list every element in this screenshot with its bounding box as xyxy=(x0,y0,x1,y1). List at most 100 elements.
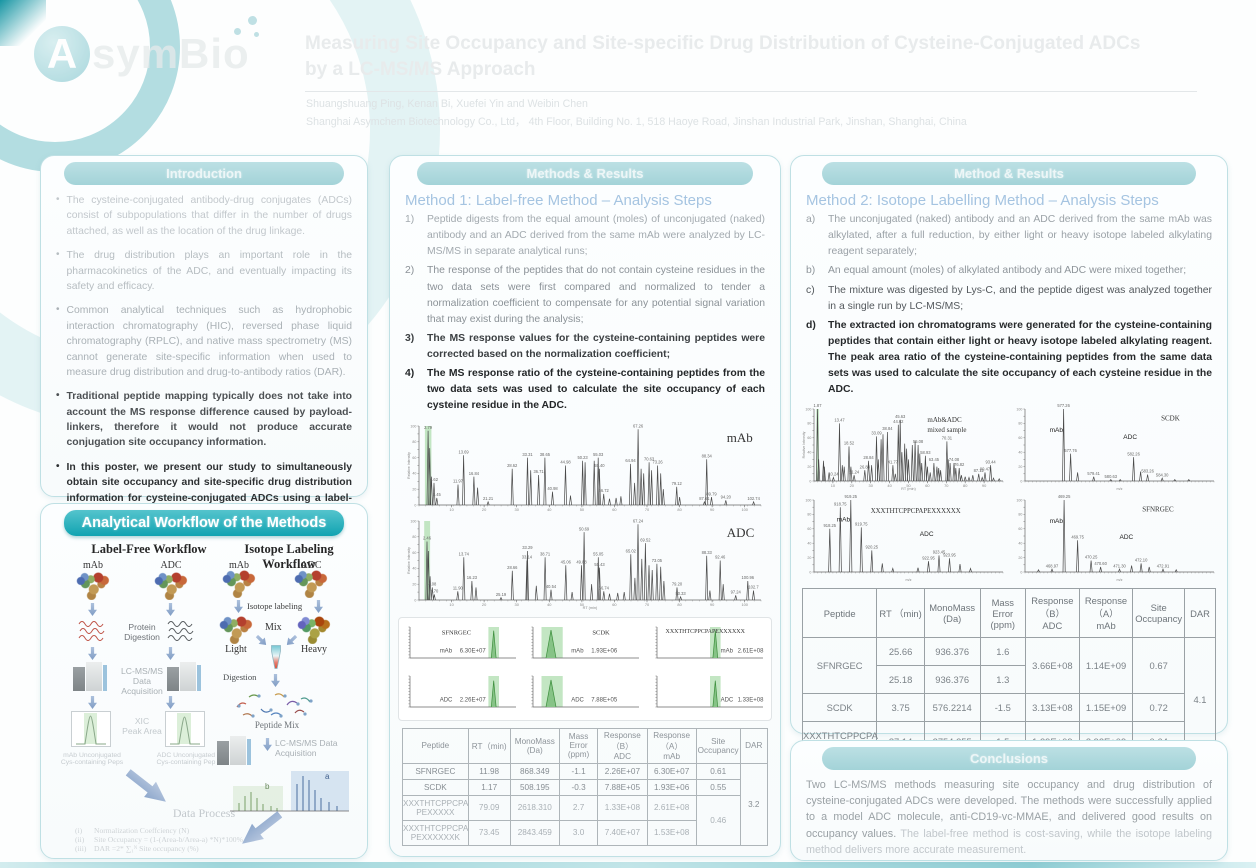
svg-text:89.79: 89.79 xyxy=(706,491,717,496)
svg-text:2.46: 2.46 xyxy=(423,535,432,540)
svg-text:40: 40 xyxy=(887,484,892,489)
svg-text:30: 30 xyxy=(515,602,520,607)
col-header: DAR xyxy=(1183,588,1217,639)
svg-text:97.24: 97.24 xyxy=(731,589,742,594)
col-header: Mass Error (ppm) xyxy=(979,588,1026,639)
svg-text:80: 80 xyxy=(1018,513,1022,517)
svg-text:40: 40 xyxy=(807,542,811,546)
svg-text:44.62: 44.62 xyxy=(893,419,904,424)
svg-text:38.71: 38.71 xyxy=(540,551,551,556)
bullet-icon: • xyxy=(56,460,60,472)
svg-text:40: 40 xyxy=(547,507,552,512)
mab-chromatogram: 0 20 40 60 80 100 10 20 30 40 50 60 70 80 90 100 2.79 4.6… xyxy=(406,420,764,515)
down-arrow-icon xyxy=(88,647,97,660)
col-header: RT（min) xyxy=(467,727,511,764)
site-occupancy-value: 0.46 xyxy=(695,794,741,846)
peptide-mix-label: Peptide Mix xyxy=(254,720,300,730)
svg-text:40: 40 xyxy=(1018,451,1022,455)
svg-text:7.88E+05: 7.88E+05 xyxy=(592,697,619,703)
lcms-instrument-icon xyxy=(167,662,201,691)
table-row: XXXTHTCPPCPA PEXXXXX 79.09 2618.310 2.7 1.33… xyxy=(402,794,768,846)
svg-text:472.91: 472.91 xyxy=(1157,564,1170,569)
table-row: SCDK 3.75 576.2214 -1.5 3.13E+08 1.15E+09 0.72 xyxy=(801,693,1216,723)
intro-bullet: • The cysteine-conjugated antibody-drug c… xyxy=(56,193,352,239)
svg-text:67.26: 67.26 xyxy=(633,423,644,428)
method1-step: 1) Peptide digests from the equal amount … xyxy=(405,214,765,258)
logo-wordmark: symBio xyxy=(92,30,250,77)
mab-xic-plot-icon xyxy=(71,711,111,752)
svg-text:92.46: 92.46 xyxy=(715,554,726,559)
svg-text:923.95: 923.95 xyxy=(943,553,956,558)
svg-text:ADC: ADC xyxy=(720,697,733,703)
lcms2-label: LC-MS/MS Data Acquisition xyxy=(275,738,338,758)
svg-text:100: 100 xyxy=(1016,499,1022,503)
svg-text:60: 60 xyxy=(807,436,811,440)
sfnrgec-spectrum: 0 20 40 60 80 100 468.97 469.25 469.75 470.25 470.… xyxy=(1012,494,1217,583)
svg-text:33.09: 33.09 xyxy=(871,431,882,436)
affiliation: Shanghai Asymchem Biotechnology Co., Ltd… xyxy=(306,116,967,128)
svg-text:55.03: 55.03 xyxy=(593,451,604,456)
bullet-icon: • xyxy=(56,304,60,316)
svg-text:RT (min): RT (min) xyxy=(901,488,916,492)
svg-text:100: 100 xyxy=(741,507,748,512)
svg-text:55.43: 55.43 xyxy=(594,561,605,566)
adc-antibody-icon xyxy=(292,570,330,598)
svg-text:100: 100 xyxy=(741,602,748,607)
svg-text:10: 10 xyxy=(831,484,836,489)
svg-text:50: 50 xyxy=(906,484,911,489)
svg-text:577.26: 577.26 xyxy=(1057,404,1070,409)
svg-text:2.61E+08: 2.61E+08 xyxy=(737,648,764,654)
down-arrow-icon xyxy=(88,696,97,709)
svg-text:918.75: 918.75 xyxy=(834,502,847,507)
peptide-mix-icon xyxy=(231,688,323,725)
svg-text:919.75: 919.75 xyxy=(855,522,868,527)
col-header: MonoMass (Da) xyxy=(923,588,981,639)
svg-text:922.95: 922.95 xyxy=(922,556,935,561)
table-row: SCDK 1.17 508.195 -0.3 7.88E+05 1.93E+06 0.55 xyxy=(402,778,768,796)
svg-text:33.31: 33.31 xyxy=(522,451,533,456)
svg-text:60: 60 xyxy=(1018,527,1022,531)
table-header-row: Peptide RT（min) MonoMass (Da) Mass Error… xyxy=(402,727,769,764)
adc-chromatogram: 0 20 40 60 80 100 10 20 30 40 50 60 70 80 90 100 2.46 4.0… xyxy=(406,515,764,610)
svg-text:50.69: 50.69 xyxy=(579,526,590,531)
method2-step: c) The mixture was digested by Lys-C, and… xyxy=(806,284,1212,312)
svg-text:579.41: 579.41 xyxy=(1087,471,1100,476)
svg-text:11.90: 11.90 xyxy=(453,585,464,590)
bottom-strip-decoration xyxy=(0,862,1256,868)
svg-text:SFNRGEC: SFNRGEC xyxy=(442,629,471,636)
svg-text:RT (min): RT (min) xyxy=(583,606,598,610)
mixed-sample-chromatogram: 0 20 40 60 80 100 10 20 30 40 50 60 70 80 90 1.87 10.24 1… xyxy=(801,403,1006,492)
svg-text:Relative Intensity: Relative Intensity xyxy=(407,451,411,478)
molecule-icon xyxy=(232,14,262,40)
svg-text:mAb: mAb xyxy=(440,648,453,654)
svg-text:50: 50 xyxy=(580,507,585,512)
conclusions-panel: Conclusions Two LC-MS/MS methods measuri… xyxy=(790,740,1228,861)
col-header: Response （B） ADC xyxy=(597,727,648,764)
svg-text:ADC: ADC xyxy=(1120,534,1134,541)
svg-text:2.26E+07: 2.26E+07 xyxy=(460,697,487,703)
svg-text:mAb: mAb xyxy=(727,429,753,444)
adc-xic-plot-icon xyxy=(165,711,205,752)
table-row: 25.18 936.376 1.3 xyxy=(803,665,1216,695)
svg-text:70: 70 xyxy=(645,507,650,512)
svg-text:11.97: 11.97 xyxy=(453,478,464,483)
svg-text:100: 100 xyxy=(805,499,811,503)
svg-text:60: 60 xyxy=(1018,436,1022,440)
svg-text:100: 100 xyxy=(1016,408,1022,412)
adc-label: ADC xyxy=(300,560,322,571)
light-antibody-icon xyxy=(217,616,255,644)
svg-text:577.76: 577.76 xyxy=(1064,448,1077,453)
svg-text:45.63: 45.63 xyxy=(895,414,906,419)
svg-text:20: 20 xyxy=(1018,465,1022,469)
svg-text:30: 30 xyxy=(515,507,520,512)
bullet-icon: • xyxy=(56,194,60,205)
svg-text:55.08: 55.08 xyxy=(913,440,924,445)
dar-value: 3.2 xyxy=(739,762,769,846)
svg-text:67.24: 67.24 xyxy=(633,518,644,523)
svg-text:mAb: mAb xyxy=(1050,518,1064,525)
col-header: RT （min) xyxy=(876,588,925,639)
svg-text:80: 80 xyxy=(677,602,682,607)
digestion-label: Digestion xyxy=(223,672,257,682)
svg-text:73.05: 73.05 xyxy=(652,557,663,562)
label-free-workflow-title: Label-Free Workflow xyxy=(91,542,207,556)
